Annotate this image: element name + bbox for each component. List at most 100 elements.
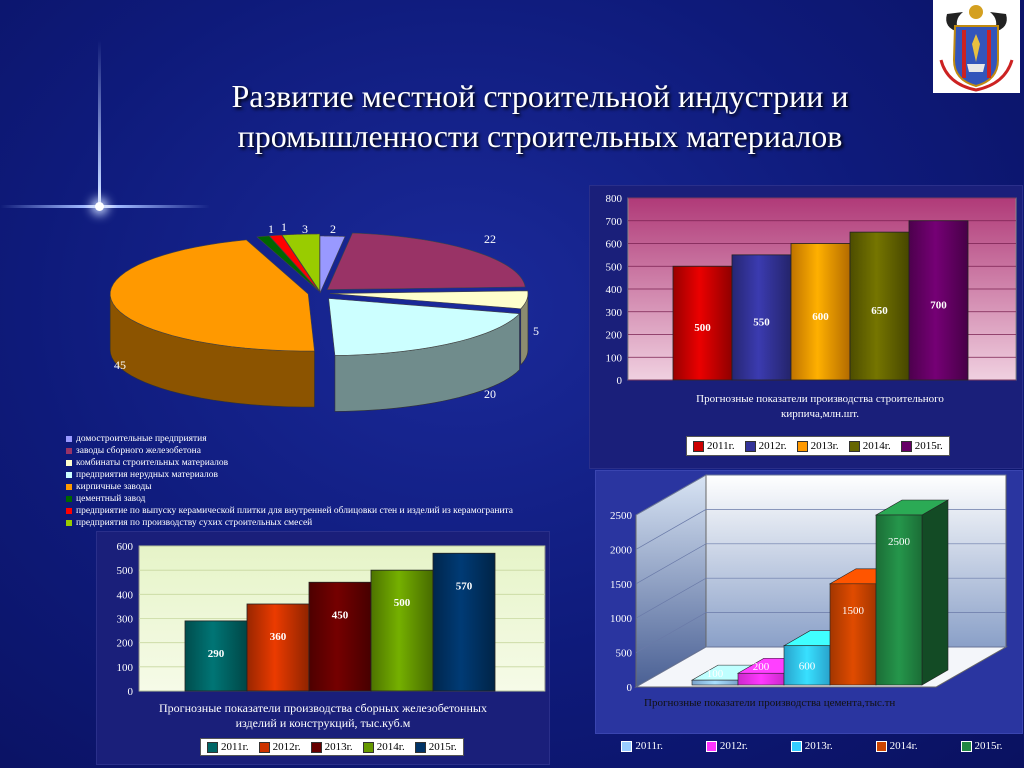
y-tick-label: 400: [606, 284, 623, 296]
bar: [246, 603, 310, 692]
bar: [308, 581, 372, 692]
concrete-chart-legend: 2011г. 2012г. 2013г. 2014г. 2015г.: [200, 738, 464, 756]
brick-legend-item: 2012г.: [744, 440, 787, 452]
cement-legend-label: 2011г.: [635, 740, 664, 752]
bar: [731, 254, 792, 381]
decor-horizontal-line: [0, 205, 210, 208]
bar-side: [921, 499, 949, 686]
cement-legend-label: 2013г.: [804, 740, 833, 752]
cement-legend-label: 2014г.: [889, 740, 918, 752]
y-tick-label: 400: [117, 589, 134, 601]
coat-of-arms-icon: [939, 5, 1014, 92]
cement-legend-swatch: [875, 740, 887, 752]
bar-value-label: 600: [799, 660, 816, 672]
bar: [370, 569, 434, 692]
pie-legend-swatch: [66, 508, 72, 514]
bar-value-label: 600: [812, 311, 829, 323]
concrete-legend-swatch: [258, 741, 270, 753]
y-tick-label: 200: [606, 330, 623, 342]
concrete-legend-item: 2013г.: [310, 741, 353, 753]
bar-value-label: 200: [753, 661, 770, 673]
pie-slice: [326, 232, 526, 290]
concrete-chart-panel: 0 100 200 300 400 500 600 290 360 450 500 570 Прогн…: [96, 531, 550, 765]
concrete-legend-label: 2013г.: [324, 741, 353, 753]
pie-slice: [281, 233, 320, 292]
pie-legend-item: предприятие по выпуску керамической плит…: [66, 505, 606, 517]
brick-chart-caption: Прогнозные показатели производства строи…: [696, 393, 944, 420]
pie-data-label: 1: [268, 222, 274, 236]
cement-chart-caption: Прогнозные показатели производства цемен…: [644, 697, 896, 709]
pie-legend-item: цементный завод: [66, 493, 606, 505]
pie-data-label: 2: [330, 222, 336, 236]
pie-legend-label: комбинаты строительных материалов: [76, 458, 229, 468]
y-tick-label: 0: [627, 682, 633, 694]
pie-legend-item: заводы сборного железобетона: [66, 445, 606, 457]
pie-legend-item: предприятия по производству сухих строит…: [66, 517, 606, 529]
pie-data-label: 22: [484, 232, 496, 246]
pie-legend-label: предприятия нерудных материалов: [76, 470, 218, 480]
concrete-bar-chart: 0 100 200 300 400 500 600 290 360 450 500 570: [117, 541, 546, 697]
pie-data-label: 5: [533, 324, 539, 338]
concrete-legend-swatch: [362, 741, 374, 753]
pie-tops: [109, 232, 529, 356]
bar: [849, 231, 910, 381]
brick-legend-swatch: [744, 440, 756, 452]
pie-legend-swatch: [66, 448, 72, 454]
cement-legend-swatch: [705, 740, 717, 752]
brick-legend-label: 2013г.: [810, 440, 839, 452]
bar: [691, 679, 739, 686]
pie-legend-swatch: [66, 472, 72, 478]
y-tick-label: 300: [117, 614, 134, 626]
concrete-legend-swatch: [310, 741, 322, 753]
cement-legend-item: 2013г.: [790, 740, 833, 752]
concrete-legend-swatch: [207, 741, 218, 753]
pie-legend-label: заводы сборного железобетона: [76, 446, 201, 456]
concrete-legend-label: 2011г.: [221, 741, 249, 753]
pie-legend-item: кирпичные заводы: [66, 481, 606, 493]
bar-value-label: 650: [871, 305, 888, 317]
bar-value-label: 2500: [888, 536, 911, 548]
pie-legend-swatch: [66, 484, 72, 490]
pie-sides: [109, 293, 529, 412]
pie-data-label: 1: [281, 220, 287, 234]
pie-legend-swatch: [66, 436, 72, 442]
cement-legend-swatch: [960, 740, 972, 752]
brick-legend-swatch: [796, 440, 808, 452]
concrete-legend-label: 2014г.: [376, 741, 405, 753]
brick-legend-item: 2015г.: [900, 440, 943, 452]
decor-glow-point: [95, 202, 104, 211]
concrete-legend-swatch: [414, 741, 426, 753]
slide-title-line-2: промышленности строительных материалов: [237, 118, 843, 154]
slide-title-line-1: Развитие местной строительной индустрии …: [231, 78, 849, 114]
bar-value-label: 700: [930, 299, 947, 311]
bar-value-label: 500: [694, 322, 711, 334]
bar-value-label: 450: [332, 609, 349, 621]
pie-legend-label: домостроительные предприятия: [76, 434, 207, 444]
concrete-legend-item: 2012г.: [258, 741, 301, 753]
pie-legend-label: предприятия по производству сухих строит…: [76, 518, 313, 528]
slide-title: Развитие местной строительной индустрии …: [150, 76, 930, 156]
concrete-legend-item: 2015г.: [414, 741, 457, 753]
bar-value-label: 1500: [842, 605, 865, 617]
cement-legend-item: 2014г.: [875, 740, 918, 752]
brick-legend-item: 2014г.: [848, 440, 891, 452]
y-tick-label: 1000: [610, 613, 633, 625]
brick-legend-item: 2011г.: [693, 440, 735, 452]
brick-legend-label: 2014г.: [862, 440, 891, 452]
pie-legend-item: предприятия нерудных материалов: [66, 469, 606, 481]
gridline: [635, 474, 1006, 516]
bar: [184, 620, 248, 692]
cement-legend-item: 2012г.: [705, 740, 748, 752]
decor-vertical-line: [98, 40, 101, 210]
concrete-legend-item: 2014г.: [362, 741, 405, 753]
bar-value-label: 360: [270, 631, 287, 643]
pie-slice: [256, 235, 320, 292]
concrete-legend-item: 2011г.: [207, 741, 249, 753]
y-tick-label: 0: [617, 375, 623, 386]
bar: [908, 220, 969, 381]
y-tick-label: 700: [606, 216, 623, 228]
y-tick-label: 600: [117, 541, 134, 553]
y-tick-label: 600: [606, 239, 623, 251]
pie-slice: [109, 239, 315, 352]
